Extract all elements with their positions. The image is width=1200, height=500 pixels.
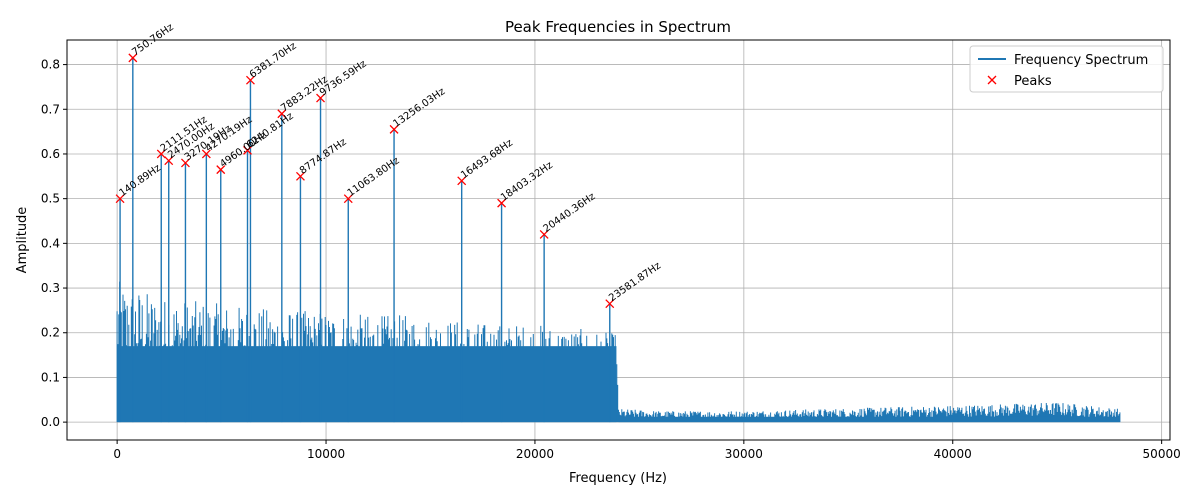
- peak-marker: [316, 93, 325, 103]
- x-tick-label: 30000: [725, 447, 763, 461]
- legend-peaks-label: Peaks: [1014, 74, 1052, 89]
- y-tick-label: 0.3: [41, 281, 60, 295]
- peak-marker: [180, 158, 190, 168]
- legend-peaks-swatch: [987, 75, 997, 85]
- peak-marker: [245, 75, 255, 85]
- y-tick-label: 0.6: [41, 147, 60, 161]
- peak-marker: [201, 149, 211, 159]
- spectrum-layer: [116, 57, 1121, 423]
- chart-title: Peak Frequencies in Spectrum: [505, 18, 731, 36]
- peak-marker: [164, 156, 174, 166]
- y-tick-label: 0.8: [41, 58, 60, 72]
- x-axis-title: Frequency (Hz): [569, 471, 667, 486]
- peak-marker: [497, 198, 507, 208]
- ticks-layer: 0 10000 20000 30000 40000 50000 0.0 0.1 0.2 0.3 0.…: [41, 58, 1181, 461]
- spectrum-high-band: [618, 416, 1120, 423]
- peak-marker: [295, 171, 305, 181]
- y-tick-label: 0.7: [41, 102, 60, 116]
- legend: Frequency Spectrum Peaks: [969, 45, 1164, 93]
- x-tick-label: 50000: [1143, 447, 1181, 461]
- y-tick-label: 0.0: [41, 415, 60, 429]
- peak-marker: [128, 53, 138, 63]
- peak-marker: [156, 149, 166, 159]
- plot-frame: [66, 39, 1171, 441]
- peak-marker: [343, 194, 353, 204]
- y-axis-title: Amplitude: [15, 207, 30, 274]
- y-tick-label: 0.2: [41, 326, 60, 340]
- y-tick-label: 0.5: [41, 192, 60, 206]
- peak-marker: [539, 229, 549, 239]
- x-tick-label: 40000: [934, 447, 972, 461]
- peak-marker: [389, 124, 399, 134]
- legend-box: [969, 45, 1164, 93]
- peaks-layer: [115, 53, 615, 309]
- peak-marker: [115, 194, 125, 204]
- y-tick-label: 0.4: [41, 236, 60, 250]
- x-tick-label: 20000: [516, 447, 554, 461]
- peak-marker: [457, 176, 467, 186]
- peak-marker: [605, 299, 615, 309]
- x-tick-label: 0: [113, 447, 121, 461]
- peak-marker: [216, 165, 226, 175]
- spectrum-dense-band: [117, 346, 617, 423]
- peak-marker: [243, 145, 252, 155]
- peak-marker: [277, 109, 287, 119]
- y-tick-label: 0.1: [41, 370, 60, 384]
- legend-spectrum-label: Frequency Spectrum: [1014, 53, 1148, 68]
- x-tick-label: 10000: [307, 447, 345, 461]
